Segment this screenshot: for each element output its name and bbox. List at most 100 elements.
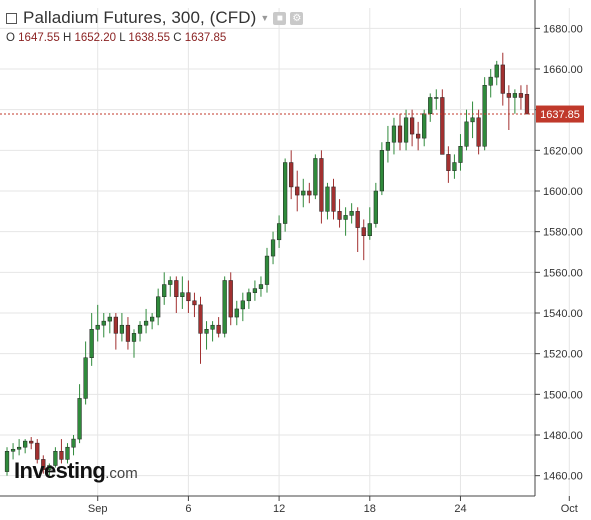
candle-body xyxy=(125,324,131,342)
candle xyxy=(337,199,342,228)
candle xyxy=(59,439,64,464)
candle-body xyxy=(95,324,100,330)
x-tick-label: 24 xyxy=(454,503,466,515)
candle xyxy=(156,288,161,326)
candle-body xyxy=(198,304,203,334)
candle xyxy=(488,69,493,98)
candle-body xyxy=(53,451,58,466)
ohlc-readout: O 1647.55 H 1652.20 L 1638.55 C 1637.85 xyxy=(6,32,226,44)
candle-body xyxy=(367,223,372,236)
candle-body xyxy=(434,97,439,99)
candle xyxy=(192,292,197,318)
candle xyxy=(107,313,112,334)
candle xyxy=(416,121,421,151)
candle-body xyxy=(23,440,28,448)
candle-body xyxy=(258,284,264,289)
candle-body xyxy=(113,316,118,334)
candle xyxy=(77,384,82,444)
candle xyxy=(325,182,330,220)
candle xyxy=(210,321,215,342)
svg-text:1637.85: 1637.85 xyxy=(540,109,580,121)
candle-body xyxy=(373,190,378,224)
x-axis: Sep 6 12 18 24 Oct xyxy=(88,496,578,515)
candle xyxy=(295,170,300,212)
candle xyxy=(252,280,258,301)
camera-icon[interactable]: ■ xyxy=(273,11,287,25)
candle-body xyxy=(518,93,524,98)
candle xyxy=(270,231,276,265)
candle-body xyxy=(385,141,391,151)
candle xyxy=(83,341,88,405)
candle-body xyxy=(47,465,52,470)
open-label: O xyxy=(6,32,15,44)
candle-body xyxy=(150,316,155,322)
y-tick-label: 1560.00 xyxy=(543,267,583,279)
candle xyxy=(276,215,282,248)
candle xyxy=(174,276,179,313)
candle xyxy=(119,313,125,342)
candle-body xyxy=(349,211,354,216)
candle-body xyxy=(409,117,415,135)
candle-body xyxy=(361,227,366,236)
candle xyxy=(397,113,403,151)
candle xyxy=(379,142,384,196)
close-label: C xyxy=(173,32,182,44)
candle-body xyxy=(494,64,499,78)
candle-body xyxy=(337,211,342,220)
y-tick-label: 1620.00 xyxy=(543,145,583,157)
candle xyxy=(23,439,28,454)
candle xyxy=(452,154,457,179)
candle xyxy=(343,207,348,236)
candle-body xyxy=(289,162,294,188)
candle xyxy=(349,203,354,224)
candle-body xyxy=(512,93,518,98)
candle-body xyxy=(131,333,137,342)
candle-body xyxy=(470,117,475,123)
candle-body xyxy=(452,162,457,171)
candle-body xyxy=(422,113,427,139)
candle-body xyxy=(216,324,221,334)
candle-body xyxy=(59,451,64,460)
candle xyxy=(464,109,469,151)
last-price-label: 1637.85 xyxy=(536,105,584,123)
candle xyxy=(204,321,209,350)
high-label: H xyxy=(62,32,72,44)
candle-body xyxy=(71,438,76,448)
x-tick-label: Sep xyxy=(88,503,108,515)
candle xyxy=(476,109,481,155)
candle-body xyxy=(446,154,451,171)
candle xyxy=(422,109,427,147)
candle-body xyxy=(228,280,233,318)
candle xyxy=(301,178,306,208)
gear-icon[interactable]: ⚙ xyxy=(290,11,304,25)
candle xyxy=(289,150,294,200)
candle-body xyxy=(168,280,173,285)
candle-body xyxy=(319,158,324,212)
candle-body xyxy=(143,320,149,326)
candle xyxy=(71,435,76,456)
candle-body xyxy=(107,316,112,322)
candle-body xyxy=(482,85,487,147)
candle-body xyxy=(29,440,34,444)
candle-body xyxy=(264,255,270,285)
y-axis: 1460.00 1480.00 1500.00 1520.00 1540.00 1560.… xyxy=(535,23,583,483)
candle-body xyxy=(331,186,336,212)
candle-body xyxy=(295,186,300,196)
candle xyxy=(65,443,70,464)
collapse-square-icon[interactable] xyxy=(6,12,17,24)
candle xyxy=(367,207,372,240)
candle xyxy=(428,93,433,122)
candles xyxy=(4,52,530,476)
candle-body xyxy=(210,324,215,330)
y-tick-label: 1680.00 xyxy=(543,23,583,35)
caret-down-icon[interactable]: ▼ xyxy=(260,13,270,23)
open-value: 1647.55 xyxy=(18,32,60,44)
candle-body xyxy=(403,117,409,143)
candle xyxy=(180,276,185,309)
candle xyxy=(150,313,155,330)
candle xyxy=(494,60,499,86)
candle xyxy=(440,89,445,155)
chart-header: Palladium Futures, 300, (CFD) ▼ ■ ⚙ xyxy=(6,8,304,28)
